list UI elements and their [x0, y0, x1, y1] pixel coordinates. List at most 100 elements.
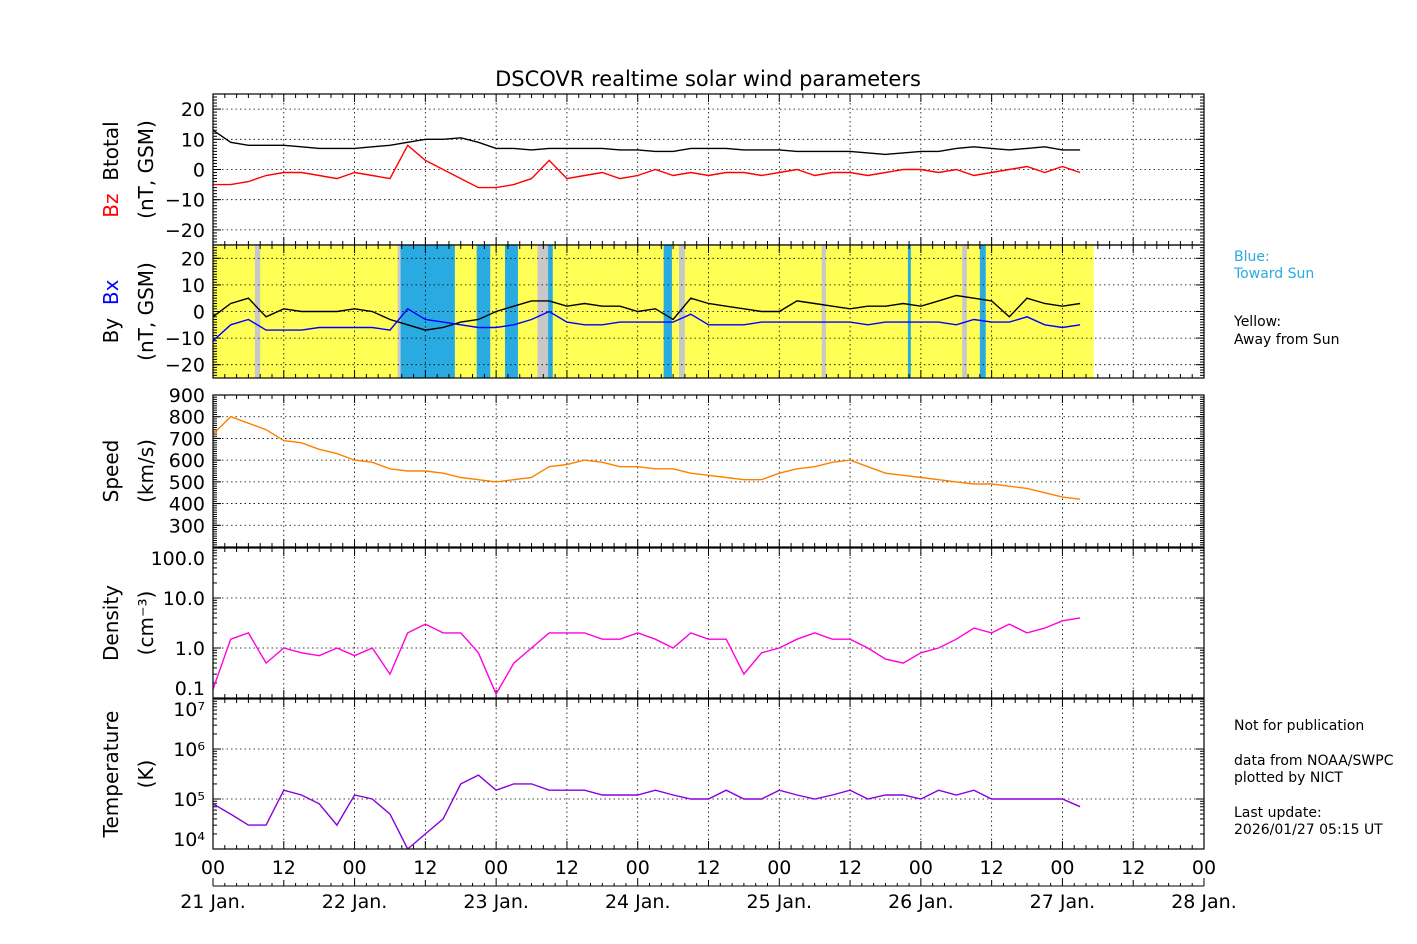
- y-axis-label: Bz Btotal: [99, 121, 123, 217]
- y-tick-label: 10⁴: [173, 829, 205, 851]
- x-tick-label: 00: [1192, 857, 1216, 879]
- y-axis-label: Temperature: [99, 711, 123, 839]
- legend-blue-label: Blue:: [1234, 249, 1270, 265]
- x-tick-label: 12: [1121, 857, 1145, 879]
- y-tick-label: 100.0: [151, 548, 205, 570]
- x-tick-label: 00: [484, 857, 508, 879]
- note-data-source: data from NOAA/SWPC: [1234, 753, 1394, 769]
- series-by: [213, 294, 1081, 331]
- notes: Not for publication data from NOAA/SWPC …: [1234, 718, 1394, 838]
- note-plotted-by: plotted by NICT: [1234, 770, 1343, 786]
- y-tick-label: 700: [169, 428, 205, 450]
- note-not-for-publication: Not for publication: [1234, 718, 1364, 734]
- panel-mag: 20 10 0 −10 −20 Bz Btotal (nT, GSM): [99, 93, 1205, 246]
- x-date-label: 22 Jan.: [322, 891, 388, 913]
- y-tick-label: 20: [181, 248, 205, 270]
- series-bx: [213, 307, 1081, 342]
- y-label-part: Speed: [99, 440, 123, 503]
- x-tick-label: 12: [696, 857, 720, 879]
- polarity-away-region: [213, 245, 1094, 378]
- x-date-label: 25 Jan.: [747, 891, 813, 913]
- x-axis: 00 12 00 12 00 12 00 12 00 12 00 12 00 12 00 21 Jan. 22 …: [180, 857, 1237, 913]
- y-label-part: Bz: [99, 193, 123, 217]
- series-bz: [213, 144, 1081, 189]
- y-axis-unit: (cm⁻³): [134, 591, 158, 656]
- y-label-part: Density: [99, 585, 123, 661]
- y-tick-label: 300: [169, 515, 205, 537]
- polarity-toward-region: [399, 245, 455, 378]
- y-tick-label: 500: [169, 472, 205, 494]
- x-tick-label: 00: [201, 857, 225, 879]
- y-tick-label: 0.1: [175, 678, 205, 700]
- note-last-update-value: 2026/01/27 05:15 UT: [1234, 822, 1383, 838]
- x-tick-label: 12: [555, 857, 579, 879]
- y-tick-label: 1.0: [175, 638, 205, 660]
- y-tick-label: 10⁶: [173, 739, 205, 761]
- y-tick-label: 600: [169, 450, 205, 472]
- legend-yellow-text: Away from Sun: [1234, 332, 1339, 348]
- panel-density: 100.0 10.0 1.0 0.1 Density (cm⁻³): [99, 547, 1205, 700]
- y-tick-label: −20: [165, 220, 205, 242]
- y-tick-label: 0: [193, 302, 205, 324]
- y-tick-label: 10⁷: [173, 699, 205, 721]
- y-label-part: Bx: [99, 279, 123, 317]
- no-data-region: [254, 245, 261, 378]
- series-temperature: [213, 774, 1081, 849]
- panel-temperature: 10⁷ 10⁶ 10⁵ 10⁴ Temperature (K): [99, 698, 1205, 851]
- panel-frame: [212, 547, 1205, 699]
- x-date-label: 28 Jan.: [1171, 891, 1237, 913]
- note-last-update-label: Last update:: [1234, 805, 1322, 821]
- x-tick-label: 00: [909, 857, 933, 879]
- y-axis-label: Speed: [99, 440, 123, 503]
- x-tick-label: 12: [980, 857, 1004, 879]
- y-tick-label: 10.0: [163, 588, 205, 610]
- y-label-part: By: [99, 318, 123, 344]
- x-date-label: 26 Jan.: [888, 891, 954, 913]
- y-axis-label: Density: [99, 585, 123, 661]
- y-axis-unit: (km/s): [134, 439, 158, 503]
- legend-blue-text: Toward Sun: [1233, 266, 1314, 282]
- y-axis-unit: (nT, GSM): [134, 262, 158, 361]
- panel-bxby: 20 10 0 −10 −20 By Bx (nT, GSM): [99, 244, 1205, 379]
- x-date-label: 23 Jan.: [463, 891, 529, 913]
- polarity-toward-region: [907, 245, 911, 378]
- y-tick-label: −10: [165, 190, 205, 212]
- y-tick-label: 900: [169, 385, 205, 407]
- panel-frame: [212, 394, 1205, 548]
- x-tick-label: 12: [413, 857, 437, 879]
- y-label-part: Temperature: [99, 711, 123, 839]
- x-tick-label: 00: [342, 857, 366, 879]
- y-tick-label: −20: [165, 355, 205, 377]
- y-tick-label: 10: [181, 129, 205, 151]
- y-tick-label: 800: [169, 407, 205, 429]
- polarity-legend: Blue: Toward Sun Yellow: Away from Sun: [1233, 249, 1339, 348]
- x-tick-label: 12: [272, 857, 296, 879]
- y-tick-label: −10: [165, 328, 205, 350]
- x-date-label: 21 Jan.: [180, 891, 246, 913]
- series-density: [213, 617, 1081, 696]
- no-data-region: [397, 245, 401, 378]
- y-tick-label: 20: [181, 99, 205, 121]
- no-data-region: [821, 245, 826, 378]
- y-axis-unit: (K): [134, 760, 158, 789]
- y-axis-unit: (nT, GSM): [134, 120, 158, 219]
- y-tick-label: 10⁵: [173, 789, 205, 811]
- chart-title: DSCOVR realtime solar wind parameters: [495, 67, 921, 91]
- x-tick-label: 00: [767, 857, 791, 879]
- y-tick-label: 0: [193, 160, 205, 182]
- y-axis-label: By Bx: [99, 279, 123, 343]
- y-tick-label: 10: [181, 275, 205, 297]
- x-tick-label: 12: [838, 857, 862, 879]
- panel-frame: [212, 244, 1205, 379]
- series-speed: [213, 415, 1081, 500]
- legend-yellow-label: Yellow:: [1233, 314, 1281, 330]
- y-tick-label: 400: [169, 494, 205, 516]
- x-date-label: 27 Jan.: [1030, 891, 1096, 913]
- panel-frame: [212, 698, 1205, 850]
- x-date-label: 24 Jan.: [605, 891, 671, 913]
- y-label-part: Btotal: [99, 121, 123, 193]
- x-tick-label: 00: [1050, 857, 1074, 879]
- x-tick-label: 00: [626, 857, 650, 879]
